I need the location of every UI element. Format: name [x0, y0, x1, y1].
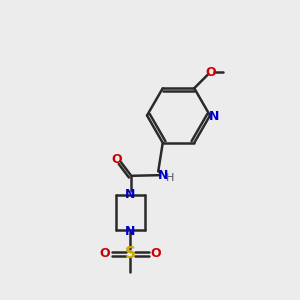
Text: N: N [125, 225, 136, 239]
Text: O: O [150, 247, 161, 260]
Text: N: N [125, 188, 136, 202]
Text: H: H [166, 173, 174, 183]
Text: S: S [125, 246, 136, 261]
Text: O: O [112, 153, 122, 166]
Text: O: O [100, 247, 110, 260]
Text: O: O [206, 66, 216, 79]
Text: N: N [158, 169, 168, 182]
Text: N: N [209, 110, 220, 124]
